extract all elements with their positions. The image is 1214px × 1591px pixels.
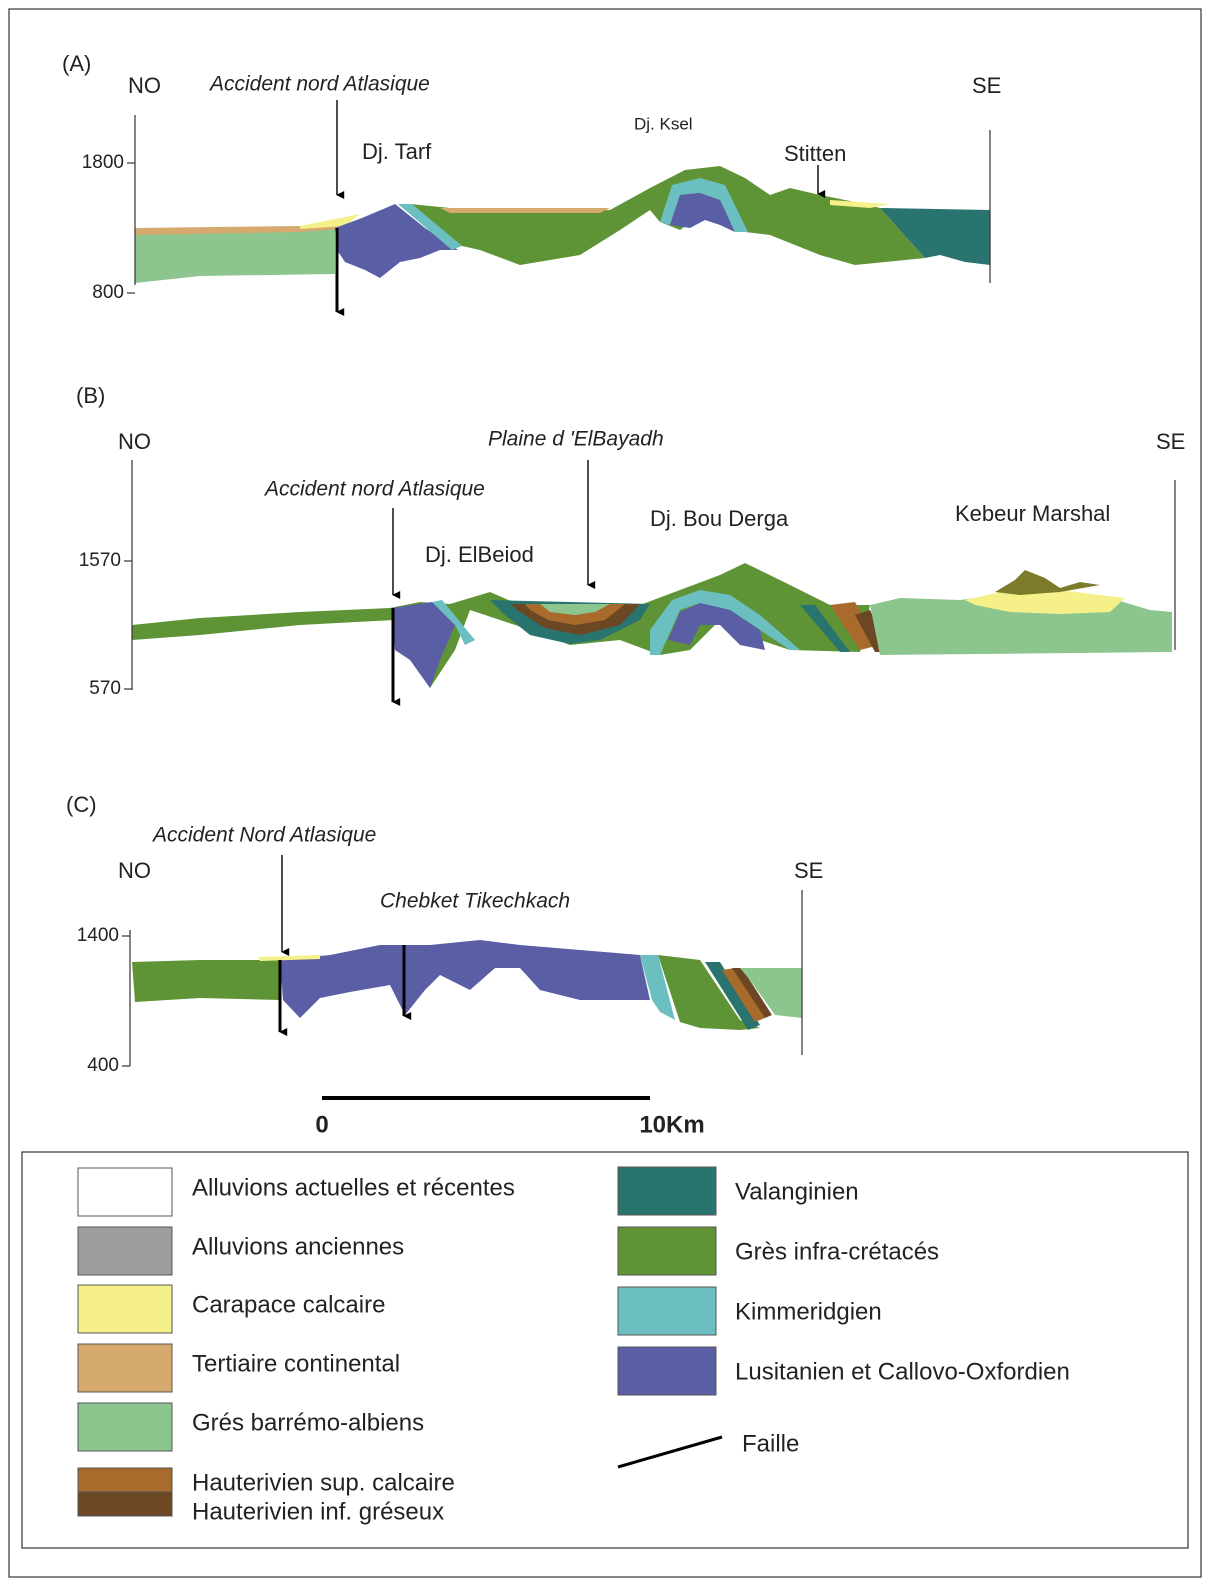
legend-label: Grès infra-crétacés: [735, 1238, 939, 1265]
legend-label: Hauterivien inf. gréseux: [192, 1498, 444, 1525]
legend-label: Kimmeridgien: [735, 1298, 882, 1325]
page: (A) NO SE 1800 800 Accident nord Atlasiq…: [0, 0, 1214, 1586]
section-label: (C): [66, 792, 97, 817]
section-c: (C) NO SE 1400 400 Accident Nord Atlasiq…: [66, 792, 823, 1076]
orientation: NO: [128, 73, 161, 98]
legend-swatch: [618, 1227, 716, 1275]
orientation: SE: [972, 73, 1001, 98]
rock-unit: [135, 228, 335, 283]
legend-swatch: [618, 1167, 716, 1215]
legend-label: Carapace calcaire: [192, 1291, 385, 1318]
legend-swatch: [78, 1168, 172, 1216]
tick-label: 400: [87, 1055, 119, 1076]
rock-unit: [995, 570, 1100, 595]
legend-swatch: [618, 1287, 716, 1335]
legend-label: Tertiaire continental: [192, 1350, 400, 1377]
annotation: Stitten: [784, 141, 846, 166]
scale-label: 10Km: [639, 1111, 704, 1138]
tick-label: 570: [89, 678, 121, 699]
tick-label: 1570: [79, 550, 121, 571]
orientation: NO: [118, 429, 151, 454]
orientation: SE: [794, 858, 823, 883]
rock-unit: [280, 940, 650, 1018]
legend-label: Lusitanien et Callovo-Oxfordien: [735, 1358, 1070, 1385]
annotation: Dj. ElBeiod: [425, 542, 534, 567]
tick-label: 1400: [77, 925, 119, 946]
legend-label: Grés barrémo-albiens: [192, 1409, 424, 1436]
tick-label: 1800: [82, 152, 124, 173]
scale-label: 0: [315, 1111, 328, 1138]
annotation: Dj. Ksel: [634, 114, 693, 133]
legend-label: Hauterivien sup. calcaire: [192, 1469, 455, 1496]
orientation: NO: [118, 858, 151, 883]
annotation: Accident nord Atlasique: [263, 478, 485, 501]
legend-swatch: [618, 1347, 716, 1395]
legend-swatch: [78, 1468, 172, 1492]
section-label: (A): [62, 51, 91, 76]
legend-swatch: [78, 1285, 172, 1333]
section-a: (A) NO SE 1800 800 Accident nord Atlasiq…: [62, 51, 1001, 312]
section-b: (B) NO SE 1570 570 Accident nord Atlasiq…: [76, 383, 1185, 702]
orientation: SE: [1156, 429, 1185, 454]
legend-swatch: [78, 1492, 172, 1516]
annotation: Dj. Bou Derga: [650, 506, 789, 531]
section-label: (B): [76, 383, 105, 408]
legend-label: Alluvions anciennes: [192, 1233, 404, 1260]
legend-swatch: [78, 1403, 172, 1451]
annotation: Chebket Tikechkach: [380, 890, 570, 913]
fault-symbol: [618, 1437, 722, 1467]
legend-label: Alluvions actuelles et récentes: [192, 1174, 515, 1201]
legend-label: Faille: [742, 1430, 799, 1457]
tick-label: 800: [92, 282, 124, 303]
annotation: Accident Nord Atlasique: [151, 824, 376, 847]
legend: Faille Alluvions actuelles et récentes Al…: [22, 1152, 1188, 1548]
legend-label: Valanginien: [735, 1178, 859, 1205]
annotation: Kebeur Marshal: [955, 501, 1110, 526]
annotation: Accident nord Atlasique: [208, 73, 430, 96]
legend-swatch: [78, 1344, 172, 1392]
rock-unit: [440, 208, 610, 213]
annotation: Dj. Tarf: [362, 139, 432, 164]
rock-unit: [132, 960, 280, 1002]
legend-swatch: [78, 1227, 172, 1275]
annotation: Plaine d 'ElBayadh: [488, 428, 664, 451]
